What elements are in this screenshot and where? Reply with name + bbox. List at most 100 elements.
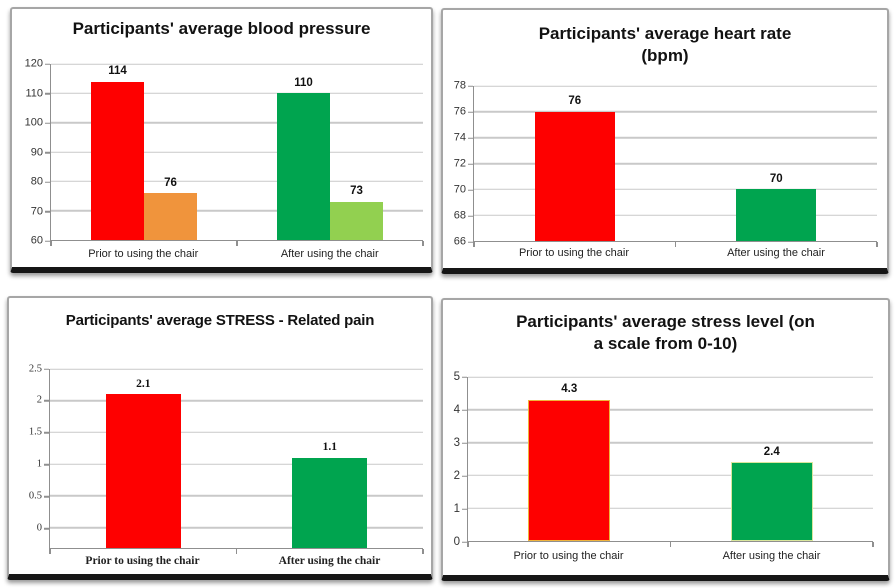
gridline — [51, 151, 423, 153]
x-axis-labels: Prior to using the chair After using the … — [467, 550, 873, 563]
bar-value-label: 2.4 — [763, 445, 780, 458]
y-tick-label: 0 — [453, 535, 460, 548]
chart-title-blood-pressure: Participants' average blood pressure — [72, 19, 371, 38]
y-tick-mark — [462, 442, 467, 444]
x-tick-mark — [422, 549, 424, 554]
y-tick-label: 0 — [36, 522, 42, 534]
y-tick-label: 60 — [30, 234, 43, 247]
y-tick-label: 110 — [25, 87, 43, 99]
y-tick-label: 78 — [453, 79, 466, 92]
y-tick-mark — [462, 376, 467, 378]
y-tick-mark — [44, 368, 49, 370]
bar-diastolic-prior — [144, 193, 197, 240]
category-label: Prior to using the chair — [85, 555, 200, 568]
category-prior: 76 — [474, 86, 676, 241]
category-label: After using the chair — [722, 549, 821, 562]
x-tick-mark — [50, 241, 52, 246]
x-tick-mark — [674, 242, 676, 247]
gridline — [51, 209, 423, 212]
bar-pain-after — [292, 457, 368, 548]
y-tick-label: 100 — [24, 116, 43, 129]
category-after: 70 — [676, 86, 878, 241]
category-label: Prior to using the chair — [513, 549, 624, 562]
chart-body: 60 70 80 90 100 110 120 114 76 110 73 — [12, 58, 424, 246]
y-tick-label: 80 — [30, 175, 43, 188]
bar-wrap: 2.4 — [730, 377, 813, 541]
y-tick-label: 1 — [36, 458, 42, 470]
category-area: 114 76 110 73 — [51, 64, 423, 240]
y-tick-label: 1.5 — [28, 426, 42, 438]
gridline — [474, 214, 877, 216]
category-prior: 2.1 — [50, 369, 237, 548]
y-tick-mark — [45, 63, 50, 65]
x-tick-mark — [876, 242, 878, 247]
chart-title-stress-related-pain: Participants' average STRESS - Related p… — [65, 312, 375, 329]
bar-value-label: 4.3 — [561, 383, 578, 396]
chart-panel-stress-related-pain: Participants' average STRESS - Related p… — [7, 296, 433, 580]
bar-value-label: 73 — [350, 185, 363, 198]
y-tick-label: 66 — [453, 235, 466, 248]
bar-wrap: 4.3 — [528, 377, 611, 541]
y-tick-label: 72 — [453, 157, 466, 170]
bar-systolic-prior — [91, 81, 144, 240]
gridline — [50, 431, 423, 434]
y-tick-label: 70 — [30, 205, 43, 217]
bar-stress-prior — [528, 399, 611, 541]
y-tick-label: 2.5 — [28, 362, 42, 374]
y-tick-mark — [468, 215, 473, 217]
y-tick-mark — [45, 210, 50, 213]
gridline — [50, 463, 423, 465]
chart-body: 0 0.5 1 1.5 2 2.5 2.1 1.1 — [9, 363, 424, 554]
y-axis: 66 68 70 72 74 76 78 — [443, 80, 473, 247]
y-tick-mark — [45, 240, 50, 242]
chart-panel-heart-rate: Participants' average heart rate (bpm) 6… — [441, 8, 889, 274]
y-tick-label: 70 — [453, 183, 466, 196]
bar-heart-rate-after — [736, 189, 817, 241]
x-axis-labels: Prior to using the chair After using the … — [50, 248, 423, 261]
chart-title-line-2: a scale from 0-10) — [593, 333, 738, 353]
y-tick-mark — [468, 111, 473, 113]
y-tick-label: 90 — [30, 146, 43, 158]
category-area: 2.1 1.1 — [50, 369, 423, 548]
y-tick-mark — [44, 400, 49, 402]
bar-wrap: 73 — [330, 64, 383, 240]
x-tick-mark — [235, 549, 237, 554]
bar-pain-prior — [105, 394, 181, 548]
y-tick-label: 74 — [453, 131, 466, 144]
category-label: Prior to using the chair — [88, 247, 199, 260]
chart-panel-stress-level: Participants' average stress level (on a… — [441, 298, 890, 581]
gridline — [50, 400, 423, 402]
bar-wrap: 110 — [277, 64, 330, 240]
y-tick-mark — [462, 475, 467, 477]
y-tick-mark — [462, 409, 467, 411]
y-tick-mark — [462, 541, 467, 543]
x-tick-mark — [872, 542, 874, 547]
x-tick-mark — [49, 549, 51, 554]
bar-value-label: 114 — [108, 65, 127, 78]
chart-title-line-1: Participants' average heart rate — [538, 24, 792, 43]
y-tick-label: 2 — [36, 394, 42, 406]
gridline — [50, 368, 423, 370]
gridline — [474, 188, 877, 191]
y-tick-label: 1 — [453, 502, 460, 515]
y-tick-label: 0.5 — [28, 490, 42, 502]
y-tick-mark — [468, 189, 473, 191]
y-tick-mark — [462, 508, 467, 510]
gridline — [468, 376, 873, 378]
category-after: 1.1 — [237, 369, 424, 548]
chart-body: 0 1 2 3 4 5 4.3 2.4 — [443, 371, 874, 547]
y-axis: 60 70 80 90 100 110 120 — [12, 58, 50, 246]
plot-area: 76 70 — [473, 85, 878, 247]
y-tick-mark — [45, 151, 50, 154]
chart-body: 66 68 70 72 74 76 78 76 70 — [443, 80, 878, 247]
y-tick-mark — [44, 432, 49, 434]
category-label: After using the chair — [278, 555, 381, 568]
x-axis-labels: Prior to using the chair After using the … — [473, 247, 877, 260]
category-after: 2.4 — [671, 377, 874, 541]
y-axis: 0 0.5 1 1.5 2 2.5 — [9, 363, 49, 549]
y-tick-label: 120 — [24, 57, 43, 70]
category-area: 4.3 2.4 — [468, 377, 873, 541]
category-area: 76 70 — [474, 86, 877, 241]
bar-heart-rate-prior — [534, 111, 615, 241]
bar-value-label: 110 — [294, 76, 313, 89]
